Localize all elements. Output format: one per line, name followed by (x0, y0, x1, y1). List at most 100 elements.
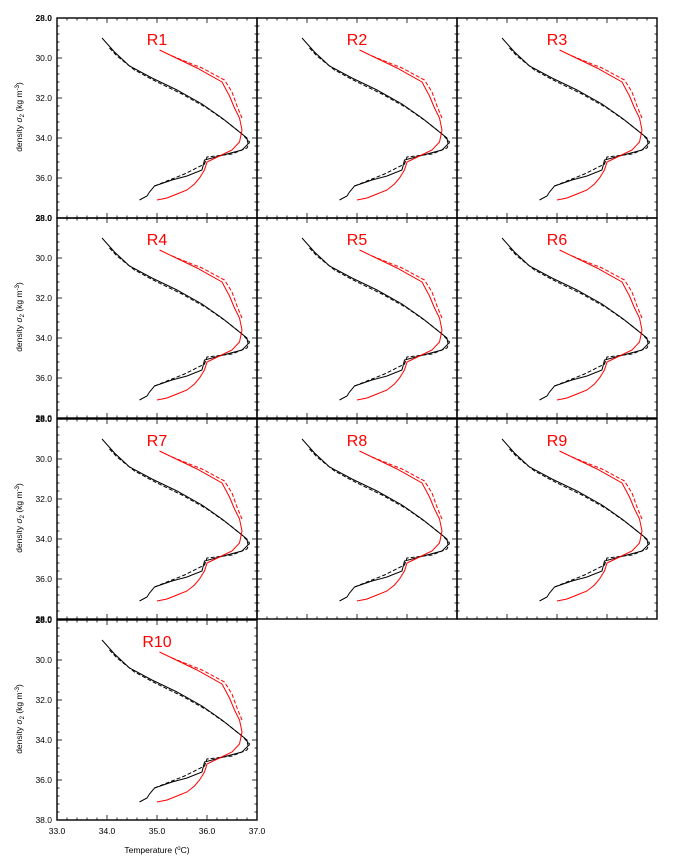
series-line-black-solid (301, 37, 449, 201)
y-axis-title-row1: density σ2 (kg m-3) (14, 82, 26, 152)
series-line-red-dashed (571, 255, 643, 319)
y-tick-label: 28.0 (35, 13, 52, 23)
series-line-black-solid (101, 37, 249, 201)
y-tick-label: 34.0 (35, 534, 52, 544)
panels-group: 28.0 30.0 32.0 34.0 36.0 38.0 R1 R2 R3 28.0 30.0 32… (35, 13, 658, 836)
panel-R5: R5 (256, 217, 458, 419)
series-line-red-solid (356, 450, 443, 602)
series-line-red-solid (156, 249, 243, 401)
series-line-red-dashed (171, 255, 243, 319)
svg-text:density σ2 (kg m-3): density σ2 (kg m-3) (14, 684, 26, 754)
panel-R8: R8 (256, 418, 458, 620)
series-line-red-solid (556, 249, 643, 401)
panel-R1: 28.0 30.0 32.0 34.0 36.0 38.0 R1 (35, 13, 258, 223)
panel-label: R7 (147, 433, 168, 450)
panel-label: R10 (142, 634, 171, 651)
y-tick-label: 30.0 (35, 53, 52, 63)
panel-label: R6 (547, 232, 568, 249)
panel-R9: R9 (456, 418, 658, 620)
series-line-red-solid (156, 450, 243, 602)
x-tick-label: 35.0 (149, 826, 166, 836)
series-line-black-solid (501, 237, 649, 401)
x-axis-title: Temperature (oC) (124, 845, 189, 855)
series-line-red-solid (356, 49, 443, 201)
series-line-black-dashed (509, 247, 651, 387)
series-line-red-solid (156, 49, 243, 201)
series-line-red-solid (156, 651, 243, 803)
y-tick-label: 38.0 (35, 815, 52, 825)
x-tick-label: 37.0 (249, 826, 266, 836)
panel-R2: R2 (256, 17, 458, 219)
panel-label: R8 (347, 433, 368, 450)
y-tick-label: 38.0 (35, 213, 52, 223)
series-line-black-solid (501, 438, 649, 602)
y-tick-label: 36.0 (35, 574, 52, 584)
y-tick-label: 30.0 (35, 454, 52, 464)
series-line-black-dashed (309, 448, 451, 588)
y-tick-label: 34.0 (35, 133, 52, 143)
series-line-red-dashed (171, 55, 243, 119)
y-tick-label: 34.0 (35, 735, 52, 745)
y-tick-label: 38.0 (35, 413, 52, 423)
y-tick-label: 36.0 (35, 173, 52, 183)
panel-R6: R6 (456, 217, 658, 419)
panel-R10: 28.030.032.034.036.038.033.0 34.0 35.0 36.0… (35, 615, 265, 836)
series-line-black-solid (301, 237, 449, 401)
series-line-red-dashed (371, 55, 443, 119)
series-line-black-dashed (109, 448, 251, 588)
series-line-red-solid (556, 49, 643, 201)
series-line-black-dashed (309, 247, 451, 387)
x-tick-label: 33.0 (49, 826, 66, 836)
series-line-black-dashed (309, 47, 451, 187)
series-line-red-dashed (171, 657, 243, 721)
series-line-red-dashed (371, 255, 443, 319)
y-tick-label: 30.0 (35, 253, 52, 263)
series-line-black-solid (101, 237, 249, 401)
panel-R3: R3 (456, 17, 658, 219)
series-line-red-dashed (371, 456, 443, 520)
y-tick-label: 32.0 (35, 695, 52, 705)
series-line-black-dashed (509, 448, 651, 588)
y-axis-title-row4: density σ2 (kg m-3) (14, 684, 26, 754)
y-tick-label: 32.0 (35, 494, 52, 504)
series-line-red-dashed (171, 456, 243, 520)
y-tick-label: 28.0 (35, 213, 52, 223)
svg-text:density σ2 (kg m-3): density σ2 (kg m-3) (14, 483, 26, 553)
series-line-black-solid (101, 438, 249, 602)
x-tick-label: 36.0 (199, 826, 216, 836)
series-line-black-dashed (509, 47, 651, 187)
panel-label: R3 (547, 32, 568, 49)
series-line-red-dashed (571, 456, 643, 520)
y-tick-label: 32.0 (35, 93, 52, 103)
y-tick-label: 32.0 (35, 293, 52, 303)
series-line-black-solid (301, 438, 449, 602)
series-line-red-solid (556, 450, 643, 602)
y-axis-title-row2: density σ2 (kg m-3) (14, 282, 26, 352)
y-tick-label: 34.0 (35, 333, 52, 343)
panel-label: R9 (547, 433, 568, 450)
series-line-black-solid (501, 37, 649, 201)
y-tick-label: 28.0 (35, 414, 52, 424)
y-tick-label: 36.0 (35, 775, 52, 785)
panel-label: R5 (347, 232, 368, 249)
series-line-black-dashed (109, 247, 251, 387)
panel-R7: 28.0 30.0 32.0 34.0 36.0 38.0 R7 (35, 414, 258, 624)
y-axis-title-row3: density σ2 (kg m-3) (14, 483, 26, 553)
panel-label: R4 (147, 232, 168, 249)
y-tick-label: 30.0 (35, 655, 52, 665)
y-tick-label: 36.0 (35, 373, 52, 383)
series-line-black-dashed (109, 649, 251, 789)
svg-text:density σ2 (kg m-3): density σ2 (kg m-3) (14, 282, 26, 352)
panel-label: R2 (347, 32, 368, 49)
y-tick-label: 38.0 (35, 614, 52, 624)
series-line-black-solid (101, 639, 249, 803)
series-line-black-dashed (109, 47, 251, 187)
panel-R4: 28.0 30.0 32.0 34.0 36.0 38.0 R4 (35, 213, 258, 423)
y-tick-label: 28.0 (35, 615, 52, 625)
series-line-red-dashed (571, 55, 643, 119)
svg-text:density σ2 (kg m-3): density σ2 (kg m-3) (14, 82, 26, 152)
panel-label: R1 (147, 32, 168, 49)
series-line-red-solid (356, 249, 443, 401)
x-tick-label: 34.0 (99, 826, 116, 836)
